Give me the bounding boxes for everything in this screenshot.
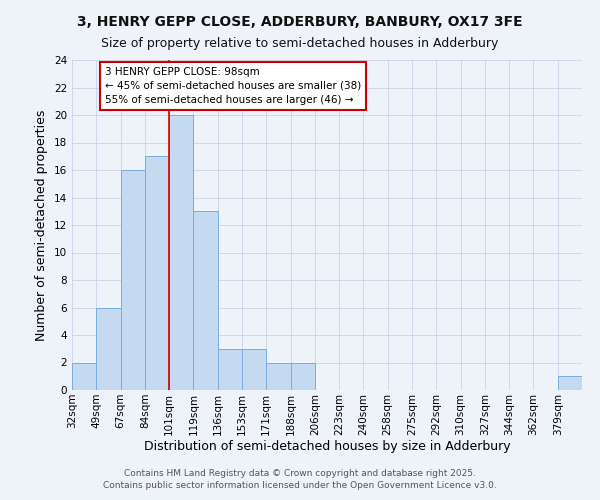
Bar <box>121 170 145 390</box>
Bar <box>145 156 169 390</box>
Text: 3 HENRY GEPP CLOSE: 98sqm
← 45% of semi-detached houses are smaller (38)
55% of : 3 HENRY GEPP CLOSE: 98sqm ← 45% of semi-… <box>105 67 361 105</box>
Bar <box>96 308 121 390</box>
Bar <box>242 349 266 390</box>
Bar <box>290 362 315 390</box>
Bar <box>218 349 242 390</box>
Bar <box>72 362 96 390</box>
Bar <box>266 362 290 390</box>
X-axis label: Distribution of semi-detached houses by size in Adderbury: Distribution of semi-detached houses by … <box>143 440 511 454</box>
Text: Contains HM Land Registry data © Crown copyright and database right 2025.
Contai: Contains HM Land Registry data © Crown c… <box>103 468 497 490</box>
Text: 3, HENRY GEPP CLOSE, ADDERBURY, BANBURY, OX17 3FE: 3, HENRY GEPP CLOSE, ADDERBURY, BANBURY,… <box>77 15 523 29</box>
Bar <box>558 376 582 390</box>
Bar <box>193 211 218 390</box>
Y-axis label: Number of semi-detached properties: Number of semi-detached properties <box>35 110 49 340</box>
Bar <box>169 115 193 390</box>
Text: Size of property relative to semi-detached houses in Adderbury: Size of property relative to semi-detach… <box>101 38 499 51</box>
